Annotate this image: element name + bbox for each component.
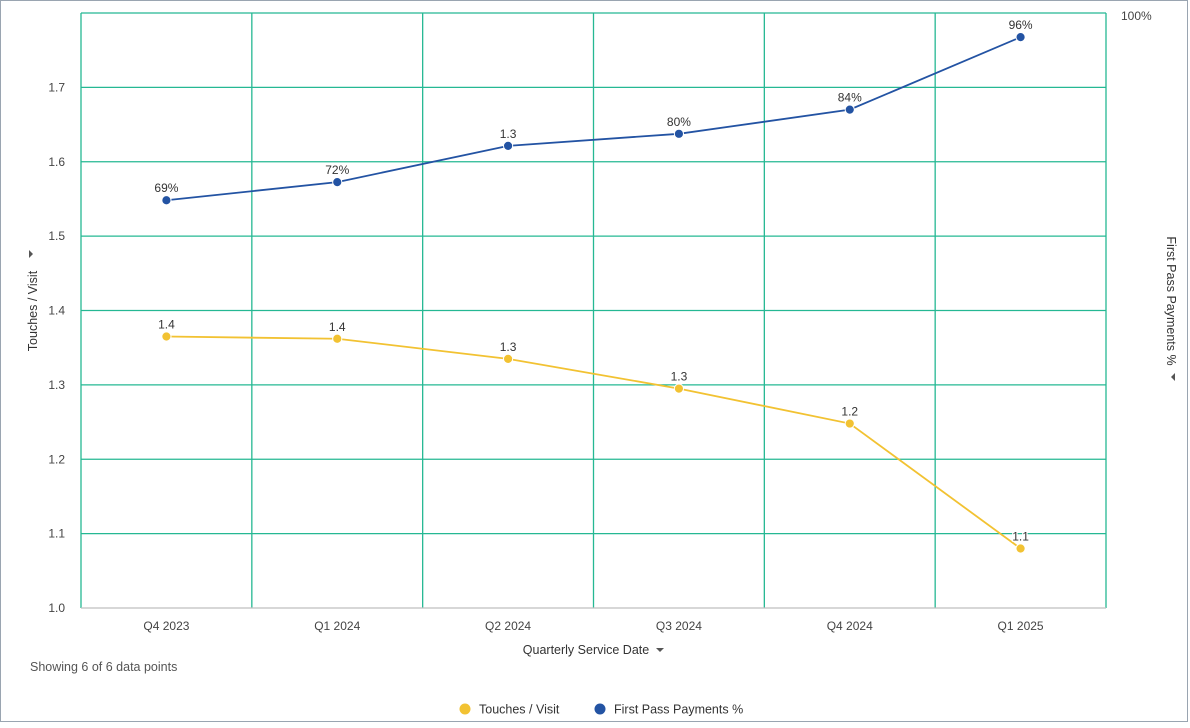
data-point[interactable] [844, 104, 855, 115]
y-axis-title: Touches / Visit [26, 270, 40, 351]
data-point[interactable] [1015, 32, 1026, 43]
y2-axis-title-group[interactable]: First Pass Payments % [1164, 236, 1178, 381]
series [161, 32, 1026, 554]
legend-item-touches[interactable]: Touches / Visit [459, 703, 560, 717]
data-label: 1.3 [671, 370, 688, 384]
data-point[interactable] [332, 333, 343, 344]
data-point[interactable] [844, 418, 855, 429]
data-labels: 1.4 1.4 1.3 1.3 1.2 1.1 69% 72% 1.3 80% 84% 96% [153, 17, 1034, 545]
data-label: 1.4 [158, 318, 175, 332]
x-axis-title-group[interactable]: Quarterly Service Date [523, 643, 664, 657]
caret-down-icon[interactable] [1171, 373, 1175, 381]
legend-item-first-pass[interactable]: First Pass Payments % [594, 703, 744, 717]
y-tick-label: 1.7 [48, 80, 65, 94]
series-line-touches [166, 335, 1022, 550]
y-tick-label: 1.2 [48, 452, 65, 466]
series-line-first-pass [166, 36, 1021, 202]
data-label: 72% [325, 163, 349, 177]
data-label: 1.1 [1012, 530, 1029, 544]
legend-label-touches: Touches / Visit [479, 703, 560, 717]
x-tick-label: Q2 2024 [485, 619, 531, 633]
legend-marker-touches [459, 703, 471, 715]
legend-label-first-pass: First Pass Payments % [614, 703, 743, 717]
data-point[interactable] [673, 383, 685, 394]
data-point[interactable] [161, 195, 172, 206]
y2-axis-top-tick: 100% [1121, 9, 1152, 23]
x-axis-title: Quarterly Service Date [523, 643, 649, 657]
data-point[interactable] [502, 140, 514, 151]
y2-axis-title: First Pass Payments % [1164, 236, 1178, 365]
y-tick-label: 1.4 [48, 304, 65, 318]
y-axis-title-group[interactable]: Touches / Visit [26, 250, 40, 351]
data-label: 96% [1009, 18, 1033, 32]
data-label: 69% [154, 181, 178, 195]
y-tick-label: 1.0 [48, 601, 65, 615]
data-label: 1.2 [841, 405, 858, 419]
data-point[interactable] [1015, 543, 1026, 554]
caret-down-icon[interactable] [656, 648, 664, 652]
axes: 1.0 1.1 1.2 1.3 1.4 1.5 1.6 1.7 Q4 2023 Q1 2024 Q2… [48, 80, 1106, 633]
data-point[interactable] [673, 128, 685, 139]
data-label: 1.4 [329, 320, 346, 334]
x-tick-label: Q4 2024 [827, 619, 873, 633]
y-tick-label: 1.3 [48, 378, 65, 392]
x-tick-label: Q1 2025 [998, 619, 1044, 633]
data-point[interactable] [502, 353, 514, 364]
y-tick-label: 1.1 [48, 527, 65, 541]
data-label: 84% [838, 91, 862, 105]
data-label: 80% [667, 115, 691, 129]
grid [80, 12, 1107, 608]
x-tick-label: Q1 2024 [314, 619, 360, 633]
legend: Touches / Visit First Pass Payments % [459, 703, 744, 717]
x-tick-label: Q3 2024 [656, 619, 702, 633]
data-point[interactable] [161, 331, 172, 342]
y-tick-label: 1.5 [48, 229, 65, 243]
caret-down-icon[interactable] [29, 250, 33, 258]
data-point[interactable] [332, 177, 343, 188]
y-tick-label: 1.6 [48, 155, 65, 169]
x-tick-label: Q4 2023 [143, 619, 189, 633]
data-points-note: Showing 6 of 6 data points [30, 660, 177, 674]
data-label: 1.3 [500, 340, 517, 354]
legend-marker-first-pass [594, 703, 606, 715]
data-label: 1.3 [500, 127, 517, 141]
